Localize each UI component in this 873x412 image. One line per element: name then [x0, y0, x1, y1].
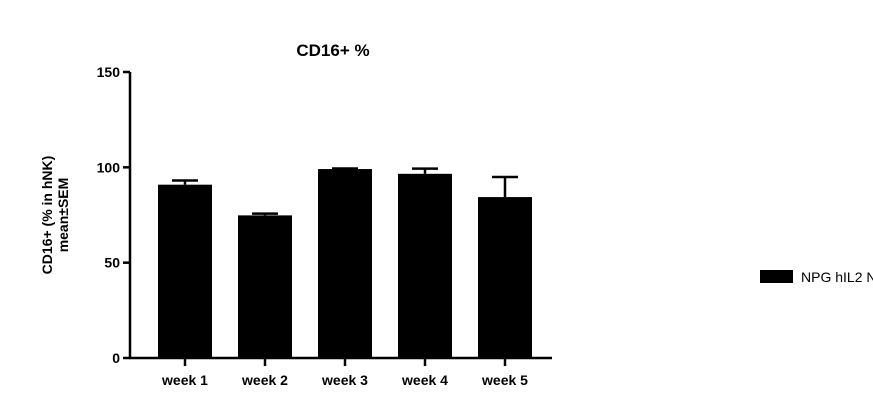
y-tick-label: 100: [97, 159, 121, 175]
chart-title: CD16+ %: [296, 41, 369, 60]
y-axis-label-sub: mean±SEM: [55, 178, 71, 253]
x-tick-label: week 1: [161, 372, 208, 388]
x-tick-label: week 3: [321, 372, 368, 388]
y-tick-label: 0: [112, 350, 120, 366]
bar: [158, 184, 212, 358]
bar: [478, 197, 532, 358]
y-tick-label: 50: [104, 255, 120, 271]
legend-label: NPG hIL2 NK 4E6: [801, 269, 873, 285]
x-tick-label: week 4: [401, 372, 448, 388]
legend-swatch: [760, 270, 793, 283]
bar: [238, 215, 292, 358]
bar: [398, 173, 452, 358]
bar: [318, 169, 372, 358]
x-tick-label: week 2: [241, 372, 288, 388]
y-tick-label: 150: [97, 64, 121, 80]
y-axis-label: CD16+ (% in hNK): [39, 156, 55, 275]
x-tick-label: week 5: [481, 372, 528, 388]
